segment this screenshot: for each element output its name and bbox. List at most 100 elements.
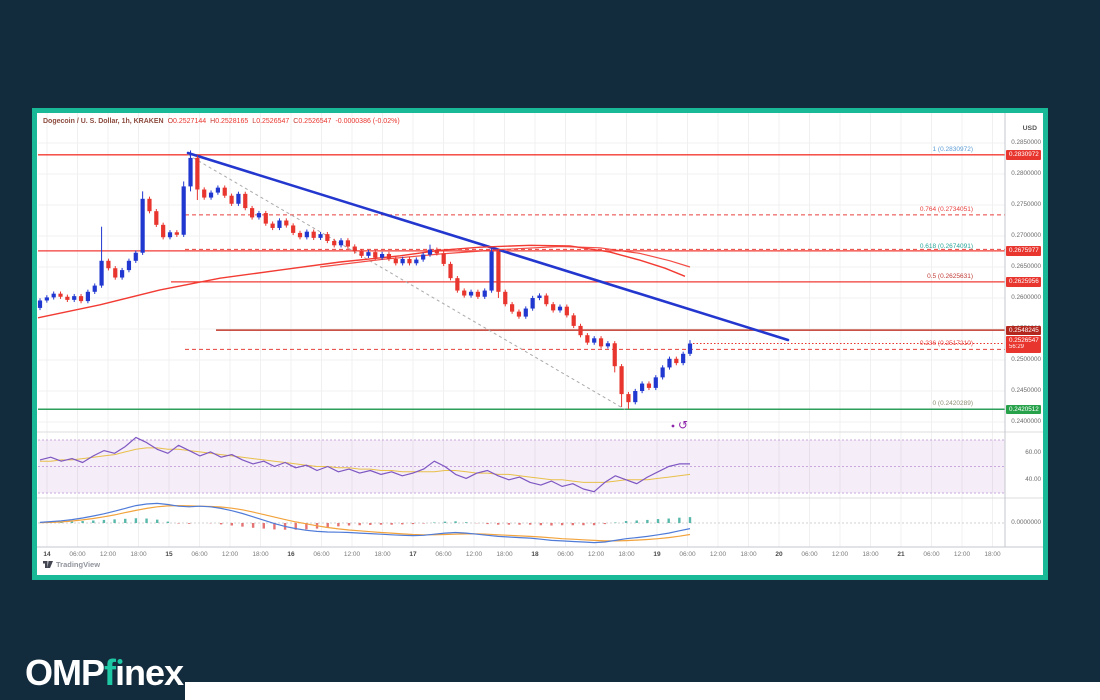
- tradingview-chart[interactable]: ↺ Dogecoin / U. S. Dollar, 1h, KRAKEN O0.…: [37, 113, 1043, 575]
- time-label-hour: 18:00: [252, 551, 269, 558]
- fib-level-label: 0.764 (0.2734051): [919, 205, 973, 213]
- candle-body: [359, 251, 364, 256]
- macd-histogram-bar: [454, 521, 457, 523]
- ompfinex-logo-nex: nex: [124, 652, 184, 693]
- time-label-hour: 06:00: [679, 551, 696, 558]
- price-level-chip: 0.2625956: [1006, 277, 1041, 287]
- ompfinex-logo-f: f: [104, 652, 116, 693]
- macd-histogram-bar: [635, 520, 638, 523]
- macd-line: [39, 502, 691, 544]
- candle-body: [236, 193, 241, 204]
- price-axis-label: 0.2500000: [1011, 356, 1041, 363]
- macd-histogram-bar: [379, 523, 383, 525]
- rsi-ma-line: [40, 447, 691, 483]
- candle-body: [304, 231, 309, 238]
- candle-body: [167, 232, 173, 238]
- time-label-hour: 18:00: [984, 551, 1001, 558]
- macd-histogram-bar: [656, 519, 660, 523]
- macd-histogram-bar: [358, 523, 361, 526]
- time-label-hour: 18:00: [130, 551, 147, 558]
- replay-circle-icon[interactable]: ↺: [678, 418, 688, 432]
- macd-histogram-bar: [70, 521, 74, 523]
- candle-body: [222, 187, 227, 196]
- fib-level-label: 0.5 (0.2625631): [927, 273, 973, 281]
- macd-histogram-bar: [433, 522, 436, 523]
- price-level-chip: 0.2548245: [1006, 325, 1041, 336]
- candle-body: [338, 240, 344, 246]
- candle-body: [44, 297, 49, 301]
- price-axis-label: 0.2750000: [1011, 201, 1041, 208]
- macd-histogram-bar: [486, 523, 489, 525]
- time-label-hour: 18:00: [862, 551, 879, 558]
- candle-body: [564, 306, 569, 316]
- candle-body: [578, 325, 583, 336]
- candle-body: [605, 343, 610, 347]
- candle-body: [291, 225, 296, 233]
- candle-body: [441, 253, 446, 264]
- candle-body: [126, 260, 132, 271]
- macd-histogram-bar: [443, 521, 447, 523]
- candle-body: [188, 157, 193, 187]
- time-axis[interactable]: 14 06:00 12:00 18:00 15 06:00 12:00 18:00 16 06:0…: [37, 551, 1012, 565]
- candle-body: [277, 220, 282, 228]
- candle-body: [660, 367, 665, 378]
- candle-body: [106, 260, 111, 269]
- macd-histogram-bar: [166, 521, 170, 523]
- candle-body: [263, 213, 268, 224]
- candle-body: [523, 308, 528, 317]
- candle-body: [489, 251, 494, 291]
- macd-histogram-bar: [528, 523, 532, 525]
- tradingview-icon: [43, 561, 53, 568]
- time-label-day: 15: [165, 551, 173, 558]
- macd-histogram-bar: [401, 523, 404, 525]
- candle-body: [537, 295, 542, 298]
- fib-baseline[interactable]: [187, 154, 626, 410]
- price-chart-canvas[interactable]: ↺: [37, 113, 1043, 575]
- time-label-day: 19: [653, 551, 661, 558]
- candle-body: [345, 240, 350, 247]
- candle-body: [366, 252, 371, 256]
- time-label-hour: 18:00: [618, 551, 635, 558]
- price-axis-label: 0.2700000: [1011, 232, 1041, 239]
- rsi-axis-label: 40.00: [1025, 475, 1041, 483]
- price-level-chip: 0.2830972: [1006, 150, 1041, 160]
- tradingview-logo[interactable]: TradingView: [43, 560, 100, 569]
- candle-body: [653, 377, 658, 388]
- price-level-chip: 0.2675977: [1006, 246, 1041, 256]
- candle-body: [202, 189, 207, 198]
- macd-histogram-bar: [369, 523, 372, 525]
- ompfinex-logo-i: ı: [115, 652, 125, 693]
- macd-histogram-bar: [422, 523, 425, 524]
- macd-histogram-bar: [571, 523, 574, 526]
- macd-histogram-bar: [539, 523, 543, 526]
- candle-body: [37, 300, 43, 308]
- macd-histogram-bar: [294, 523, 297, 530]
- candle-body: [571, 315, 576, 326]
- time-label-hour: 12:00: [465, 551, 483, 558]
- ohlc-item: L0.2526547: [252, 118, 290, 125]
- macd-histogram-bar: [92, 520, 95, 523]
- time-label-day: 16: [287, 551, 295, 558]
- time-label-hour: 18:00: [374, 551, 391, 558]
- candle-body: [140, 198, 145, 253]
- macd-histogram-bar: [326, 523, 329, 528]
- candle-body: [65, 296, 70, 300]
- time-label-hour: 12:00: [953, 551, 971, 558]
- macd-histogram-bar: [187, 523, 191, 524]
- candle-body: [687, 343, 693, 354]
- candle-body: [51, 293, 56, 298]
- candle-body: [530, 298, 535, 309]
- macd-histogram-bar: [251, 523, 255, 528]
- symbol-title: Dogecoin / U. S. Dollar, 1h, KRAKEN: [43, 118, 164, 125]
- time-label-hour: 06:00: [435, 551, 452, 558]
- ompfinex-logo: OMPfı nex: [25, 652, 184, 694]
- candle-body: [482, 290, 487, 297]
- current-price-chip: 0.2526547 56:29: [1006, 335, 1041, 353]
- macd-histogram-bar: [614, 522, 617, 523]
- candle-body: [120, 270, 125, 278]
- time-label-day: 21: [897, 551, 905, 558]
- candle-body: [510, 304, 515, 312]
- candle-body: [270, 223, 275, 228]
- time-label-hour: 06:00: [69, 551, 86, 558]
